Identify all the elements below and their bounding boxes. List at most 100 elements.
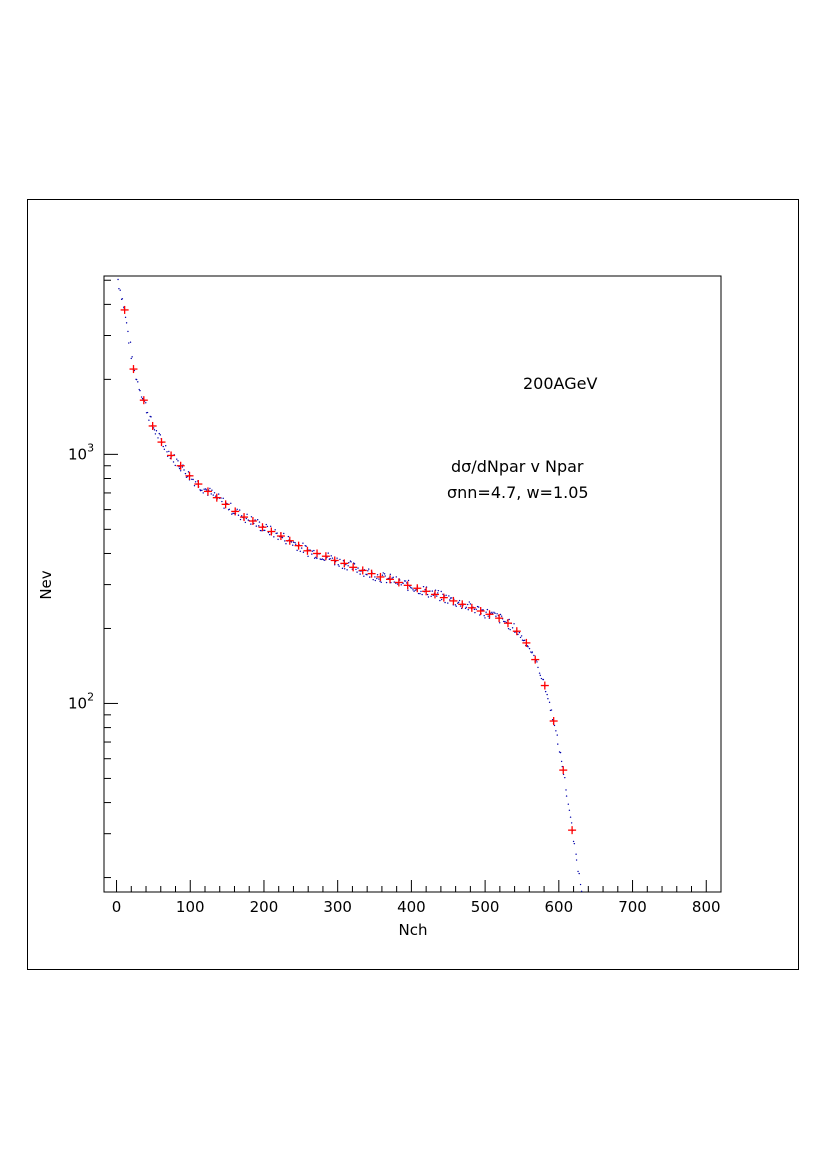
scatter-dot xyxy=(331,557,334,559)
scatter-dot xyxy=(239,518,242,521)
scatter-dot xyxy=(511,627,514,629)
scatter-dot xyxy=(504,620,506,623)
scatter-dot xyxy=(498,622,501,624)
cross-marker xyxy=(120,305,129,314)
cross-marker xyxy=(157,438,166,447)
scatter-dot xyxy=(520,635,523,637)
cross-marker xyxy=(258,523,267,532)
scatter-dot xyxy=(127,330,129,333)
scatter-dot xyxy=(166,451,168,453)
cross-marker xyxy=(221,500,230,509)
scatter-dot xyxy=(457,601,460,604)
scatter-dot xyxy=(258,525,260,527)
scatter-dot xyxy=(363,575,365,577)
scatter-dot xyxy=(384,575,386,577)
scatter-dot xyxy=(437,592,439,594)
scatter-dot xyxy=(177,460,179,462)
scatter-dot xyxy=(119,289,121,291)
scatter-dot xyxy=(138,388,140,391)
scatter-dot xyxy=(407,579,410,582)
scatter-dot xyxy=(540,677,543,680)
scatter-dot xyxy=(339,558,341,561)
scatter-dot xyxy=(187,471,190,473)
scatter-dot xyxy=(517,633,519,636)
scatter-dot xyxy=(486,608,489,611)
scatter-dot xyxy=(366,574,368,576)
cross-marker xyxy=(495,614,504,623)
scatter-dot xyxy=(549,709,552,712)
scatter-dot xyxy=(407,589,409,592)
cross-marker xyxy=(449,596,458,605)
cross-marker xyxy=(503,619,512,628)
scatter-dot xyxy=(269,525,272,527)
x-tick-label: 300 xyxy=(323,898,352,916)
scatter-dot xyxy=(578,872,580,875)
scatter-dot xyxy=(422,585,425,588)
x-tick-label: 100 xyxy=(176,898,205,916)
scatter-dot xyxy=(565,795,568,797)
scatter-dot xyxy=(155,430,158,432)
scatter-dot xyxy=(573,842,576,845)
scatter-dot xyxy=(210,493,212,495)
scatter-dot xyxy=(204,488,207,490)
scatter-dot xyxy=(174,464,176,467)
y-axis-title: Nev xyxy=(37,570,55,599)
cross-marker xyxy=(240,513,249,522)
scatter-dot xyxy=(559,751,562,754)
cross-marker xyxy=(540,681,549,690)
scatter-dot xyxy=(378,578,380,580)
scatter-dot xyxy=(157,437,159,439)
cross-marker xyxy=(394,578,403,587)
scatter-dot xyxy=(551,718,554,721)
scatter-dot xyxy=(283,532,285,535)
scatter-dot xyxy=(436,595,438,597)
scatter-dot xyxy=(287,535,290,538)
scatter-dot xyxy=(409,585,411,588)
scatter-dot xyxy=(264,529,266,532)
scatter-dot xyxy=(440,590,442,593)
scatter-dot xyxy=(376,577,378,580)
scatter-dot xyxy=(420,590,422,593)
scatter-dot xyxy=(353,563,356,565)
scatter-dot xyxy=(168,450,170,453)
scatter-dot xyxy=(415,589,417,591)
scatter-dot xyxy=(533,654,535,657)
scatter-dot xyxy=(259,529,262,532)
cross-marker xyxy=(458,600,467,609)
y-tick-label: 102 xyxy=(68,690,94,712)
scatter-dot xyxy=(494,612,496,615)
scatter-dot xyxy=(255,525,258,527)
figure-frame xyxy=(27,199,799,970)
scatter-dot xyxy=(128,342,130,344)
scatter-dot xyxy=(158,432,160,435)
scatter-dot xyxy=(490,612,492,614)
scatter-dot xyxy=(458,599,461,602)
scatter-dot xyxy=(213,492,216,494)
scatter-dot xyxy=(250,523,252,525)
scatter-dot xyxy=(528,647,531,650)
x-tick-label: 500 xyxy=(471,898,500,916)
scatter-dot xyxy=(380,581,382,584)
cross-marker xyxy=(313,549,322,558)
scatter-dot xyxy=(322,559,325,561)
scatter-dot xyxy=(550,709,553,711)
scatter-dot xyxy=(560,760,563,763)
scatter-dot xyxy=(163,448,166,451)
scatter-dot xyxy=(256,519,259,521)
cross-marker xyxy=(413,584,422,593)
scatter-dot xyxy=(427,596,430,598)
scatter-dot xyxy=(439,599,441,602)
scatter-dot xyxy=(449,597,452,599)
scatter-dot xyxy=(580,890,583,893)
scatter-dot xyxy=(185,476,188,478)
scatter-dot xyxy=(385,581,388,584)
cross-marker xyxy=(248,517,257,526)
scatter-dot xyxy=(459,605,462,607)
scatter-dot xyxy=(570,822,573,824)
scatter-dot xyxy=(400,584,402,586)
y-axis: 102 103 xyxy=(68,279,118,879)
cross-marker xyxy=(148,421,157,430)
scatter-dot xyxy=(267,531,270,534)
scatter-dot xyxy=(165,445,167,447)
scatter-dot xyxy=(474,611,476,614)
